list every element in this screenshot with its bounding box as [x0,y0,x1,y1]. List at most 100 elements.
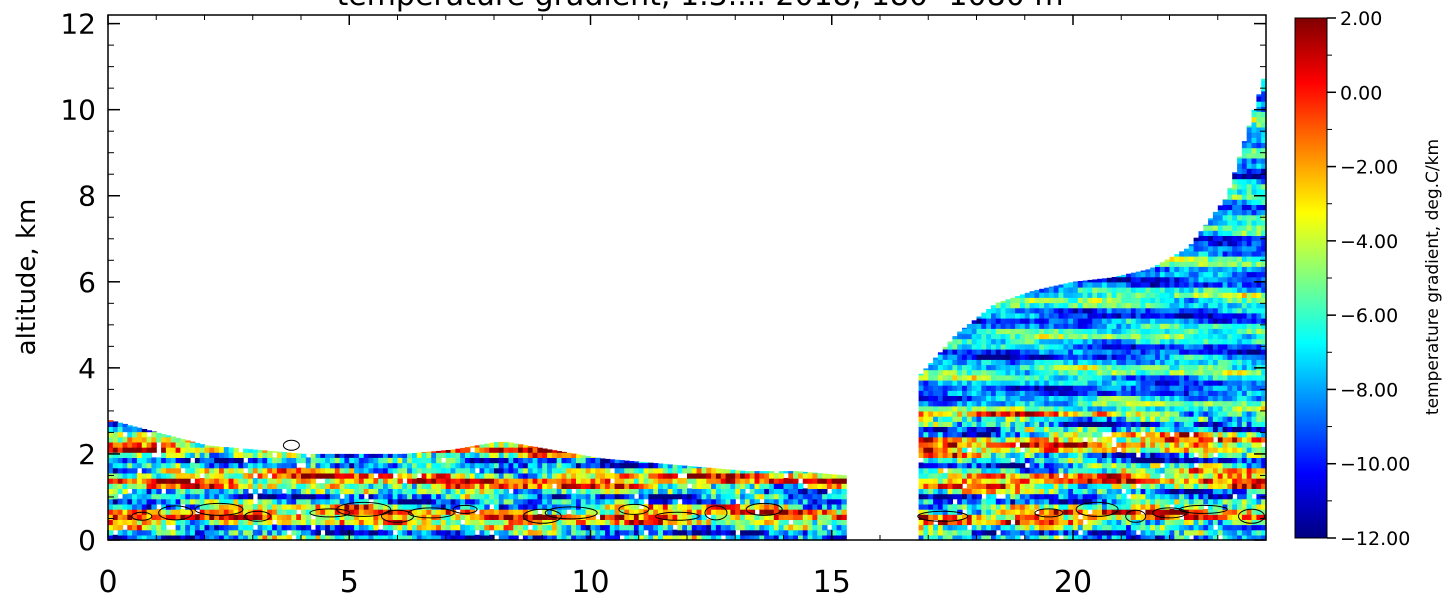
heatmap-cell [296,534,302,541]
heatmap-cell [412,514,418,520]
heatmap-cell [923,503,929,510]
heatmap-cell [937,379,944,386]
heatmap-cell [624,498,630,505]
heatmap-cell [798,509,804,515]
heatmap-cell [402,498,408,505]
heatmap-cell [469,462,476,469]
heatmap-cell [344,503,350,510]
heatmap-cell [132,478,138,484]
heatmap-cell [1082,280,1089,283]
heatmap-cell [1034,395,1040,402]
heatmap-cell [368,478,374,484]
heatmap-cell [1039,374,1045,381]
heatmap-cell [576,488,582,495]
heatmap-cell [1087,421,1093,427]
heatmap-cell [952,467,958,474]
heatmap-cell [991,416,997,422]
heatmap-cell [1044,436,1050,443]
heatmap-cell [358,457,365,464]
heatmap-cell [1058,405,1064,412]
heatmap-cell [807,514,813,520]
heatmap-cell [1015,318,1021,324]
heatmap-cell [1082,405,1089,412]
heatmap-cell [223,457,230,464]
heatmap-cell [272,478,278,484]
heatmap-cell [648,493,654,500]
heatmap-cell [551,488,558,495]
heatmap-cell [971,421,978,427]
heatmap-cell [933,385,939,391]
heatmap-cell [933,379,939,386]
heatmap-cell [1048,369,1055,376]
heatmap-cell [479,519,485,526]
heatmap-cell [1150,431,1156,438]
heatmap-cell [1130,328,1137,335]
heatmap-cell [1034,498,1040,505]
heatmap-cell [426,524,432,531]
heatmap-cell [1159,488,1166,495]
heatmap-cell [966,324,973,329]
heatmap-cell [566,519,572,526]
heatmap-cell [180,452,186,458]
heatmap-cell [962,369,968,376]
heatmap-cell [469,534,476,541]
heatmap-cell [1034,312,1040,319]
heatmap-cell [156,519,162,526]
heatmap-cell [957,416,963,422]
heatmap-cell [991,457,997,464]
heatmap-cell [1130,493,1137,500]
heatmap-cell [1058,364,1064,371]
heatmap-cell [339,509,345,515]
heatmap-cell [1039,483,1045,489]
heatmap-cell [1073,369,1079,376]
heatmap-cell [1145,390,1151,396]
heatmap-cell [1111,390,1117,396]
heatmap-cell [122,498,128,505]
heatmap-cell [209,467,215,474]
heatmap-cell [759,478,765,484]
heatmap-cell [831,509,838,515]
heatmap-cell [1164,524,1171,531]
heatmap-cell [1150,534,1156,541]
heatmap-cell [1135,421,1142,427]
heatmap-cell [503,498,509,505]
heatmap-cell [185,509,191,515]
heatmap-cell [551,509,558,515]
heatmap-cell [542,524,548,531]
heatmap-cell [1063,441,1069,448]
heatmap-cell [1073,297,1079,304]
heatmap-cell [1121,431,1127,438]
heatmap-cell [1102,328,1108,335]
heatmap-cell [1044,529,1050,536]
heatmap-cell [991,328,997,335]
heatmap-cell [1063,343,1069,350]
heatmap-cell [677,493,683,500]
heatmap-cell [132,509,138,515]
heatmap-cell [1150,318,1156,324]
heatmap-cell [1164,266,1171,273]
heatmap-cell [633,514,640,520]
heatmap-cell [1068,447,1074,453]
heatmap-cell [1102,379,1108,386]
heatmap-cell [744,519,751,526]
heatmap-cell [474,483,481,489]
heatmap-cell [1063,431,1069,438]
heatmap-cell [1102,359,1108,366]
heatmap-cell [918,503,924,510]
heatmap-cell [127,478,133,484]
heatmap-cell [233,498,239,505]
heatmap-cell [918,488,924,495]
heatmap-cell [445,467,452,474]
heatmap-cell [590,498,596,505]
heatmap-cell [1164,478,1171,484]
heatmap-cell [1111,343,1117,350]
heatmap-cell [648,467,654,474]
heatmap-cell [1082,354,1089,360]
heatmap-cell [440,503,447,510]
heatmap-cell [445,488,452,495]
heatmap-cell [696,529,702,536]
heatmap-cell [1063,416,1069,422]
heatmap-cell [600,524,606,531]
heatmap-cell [175,493,181,500]
heatmap-cell [431,483,437,489]
